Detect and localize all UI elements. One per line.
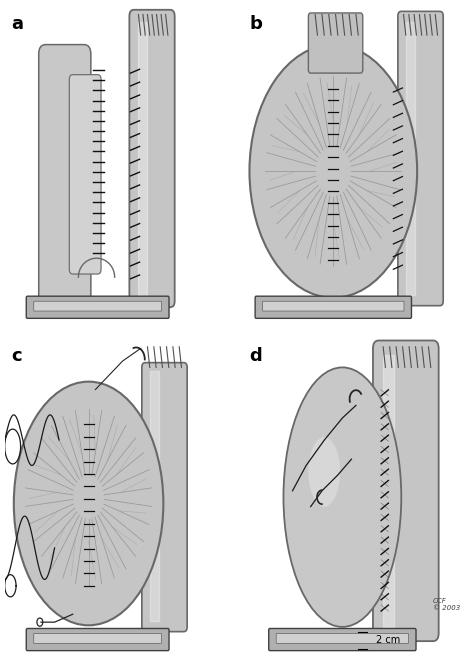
Text: a: a — [11, 15, 24, 32]
FancyBboxPatch shape — [69, 75, 101, 274]
Text: c: c — [11, 347, 22, 365]
FancyBboxPatch shape — [142, 363, 187, 632]
FancyBboxPatch shape — [398, 11, 443, 306]
FancyBboxPatch shape — [309, 13, 363, 73]
Ellipse shape — [283, 367, 401, 627]
FancyBboxPatch shape — [26, 628, 169, 651]
Text: CCF
© 2003: CCF © 2003 — [433, 598, 460, 611]
FancyBboxPatch shape — [263, 301, 404, 311]
Ellipse shape — [14, 381, 164, 626]
Text: b: b — [249, 15, 262, 32]
FancyBboxPatch shape — [39, 44, 91, 304]
Ellipse shape — [249, 44, 417, 298]
FancyBboxPatch shape — [276, 634, 409, 643]
FancyBboxPatch shape — [34, 634, 162, 643]
FancyBboxPatch shape — [255, 296, 411, 318]
Ellipse shape — [309, 437, 340, 506]
FancyBboxPatch shape — [26, 296, 169, 318]
FancyBboxPatch shape — [269, 628, 416, 651]
FancyBboxPatch shape — [34, 301, 162, 311]
Text: d: d — [249, 347, 262, 365]
Text: 2 cm: 2 cm — [376, 636, 401, 645]
FancyBboxPatch shape — [129, 10, 175, 307]
FancyBboxPatch shape — [373, 340, 438, 641]
